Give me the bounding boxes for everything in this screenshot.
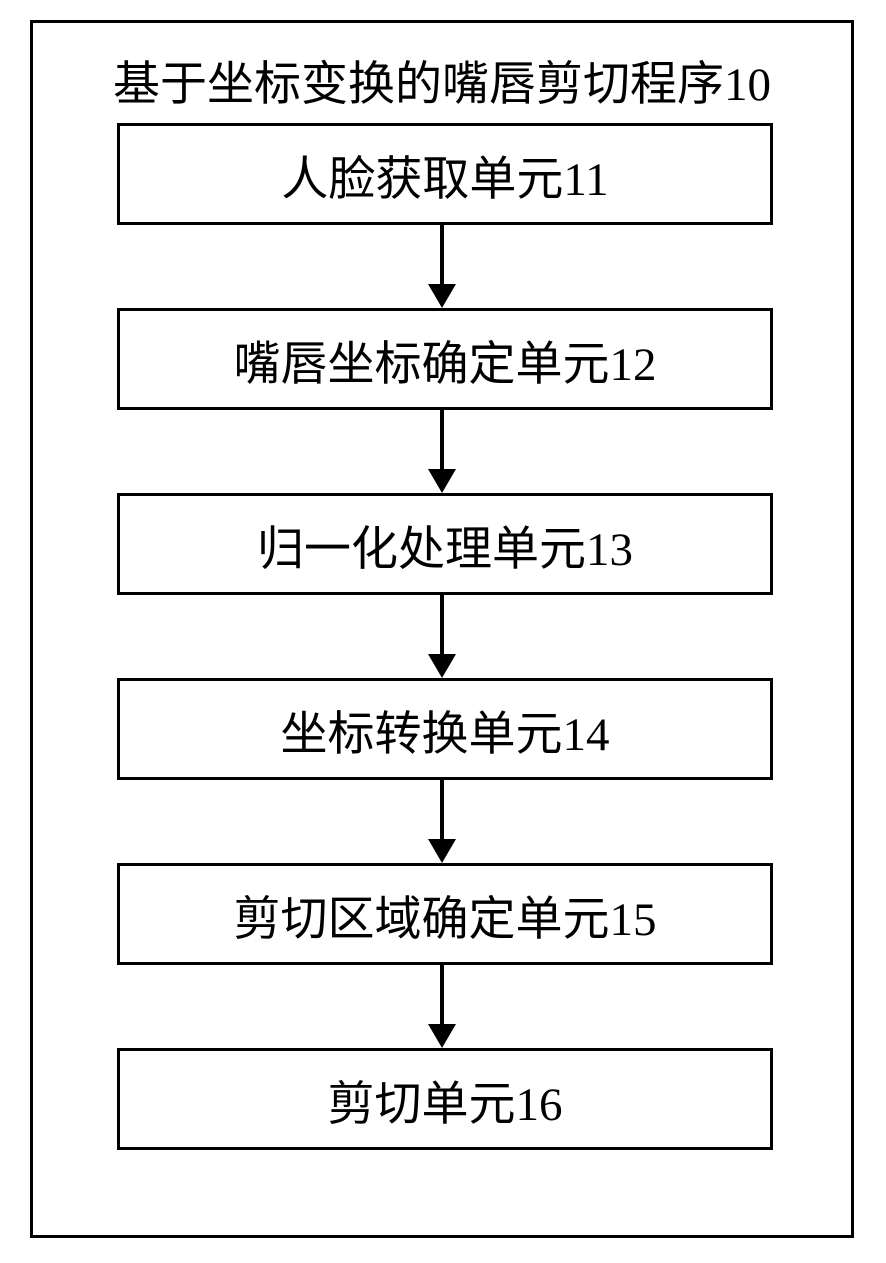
node-label: 剪切单元16 [328,1065,563,1134]
arrow-4-5 [428,780,456,863]
node-label: 嘴唇坐标确定单元12 [234,325,657,394]
node-crop: 剪切单元16 [117,1048,773,1150]
node-coord-transform: 坐标转换单元14 [117,678,773,780]
flowchart-outer-box: 基于坐标变换的嘴唇剪切程序10 人脸获取单元11 嘴唇坐标确定单元12 归一化处… [30,20,854,1238]
arrow-3-4 [428,595,456,678]
arrow-5-6 [428,965,456,1048]
node-label: 人脸获取单元11 [281,140,608,209]
node-lip-coord-determine: 嘴唇坐标确定单元12 [117,308,773,410]
flowchart-title: 基于坐标变换的嘴唇剪切程序10 [33,45,851,114]
arrow-1-2 [428,225,456,308]
node-label: 剪切区域确定单元15 [234,880,657,949]
arrow-2-3 [428,410,456,493]
node-crop-region-determine: 剪切区域确定单元15 [117,863,773,965]
node-face-acquire: 人脸获取单元11 [117,123,773,225]
node-label: 归一化处理单元13 [257,510,633,579]
node-label: 坐标转换单元14 [281,695,610,764]
node-normalize: 归一化处理单元13 [117,493,773,595]
